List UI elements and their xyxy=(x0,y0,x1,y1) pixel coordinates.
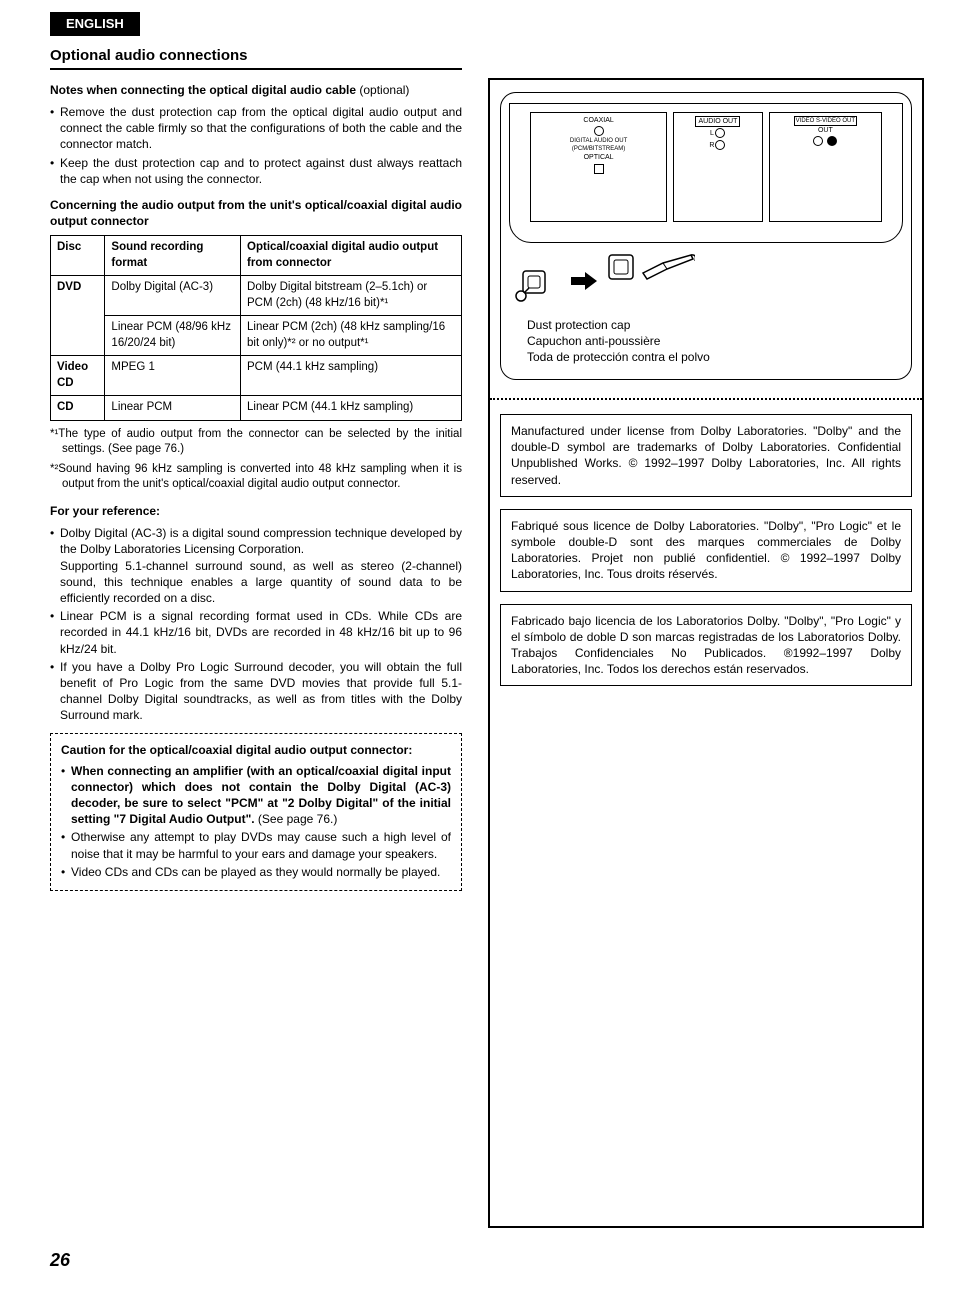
audio-out-label: AUDIO OUT xyxy=(695,116,740,127)
list-item: Remove the dust protection cap from the … xyxy=(50,104,462,153)
svideo-jack-icon xyxy=(827,136,837,146)
dust-label-es: Toda de protección contra el polvo xyxy=(527,349,903,365)
l-jack-icon xyxy=(715,128,725,138)
table-cell: Linear PCM (44.1 kHz sampling) xyxy=(241,396,462,421)
table-cell: Linear PCM (48/96 kHz 16/20/24 bit) xyxy=(105,316,241,356)
table-row: CD Linear PCM Linear PCM (44.1 kHz sampl… xyxy=(51,396,462,421)
list-item: Otherwise any attempt to play DVDs may c… xyxy=(61,829,451,861)
left-column: Optional audio connections Notes when co… xyxy=(50,46,468,1228)
right-column: COAXIAL DIGITAL AUDIO OUT (PCM/BITSTREAM… xyxy=(488,78,924,1228)
license-es: Fabricado bajo licencia de los Laborator… xyxy=(500,604,912,687)
video-jack-icon xyxy=(813,136,823,146)
out-label: OUT xyxy=(772,126,879,135)
coaxial-jack-icon xyxy=(594,126,604,136)
license-en: Manufactured under license from Dolby La… xyxy=(500,414,912,497)
panel-digital-block: COAXIAL DIGITAL AUDIO OUT (PCM/BITSTREAM… xyxy=(530,112,667,222)
table-header: Sound recording format xyxy=(105,236,241,276)
table-cell: Dolby Digital (AC-3) xyxy=(105,276,241,316)
table-cell: Video CD xyxy=(51,356,105,396)
notes-heading-suffix: (optional) xyxy=(356,83,409,97)
notes-bullets: Remove the dust protection cap from the … xyxy=(50,104,462,187)
section-title: Optional audio connections xyxy=(50,46,462,70)
list-item: When connecting an amplifier (with an op… xyxy=(61,763,451,828)
panel-audio-block: AUDIO OUT L R xyxy=(673,112,762,222)
list-item: Dolby Digital (AC-3) is a digital sound … xyxy=(50,525,462,606)
language-badge: ENGLISH xyxy=(50,12,140,36)
table-row: Disc Sound recording format Optical/coax… xyxy=(51,236,462,276)
page-number: 26 xyxy=(50,1248,924,1272)
dust-cap-illustration xyxy=(513,251,899,311)
video-out-label: VIDEO S-VIDEO OUT xyxy=(794,116,857,126)
table-header: Optical/coaxial digital audio output fro… xyxy=(241,236,462,276)
coaxial-label: COAXIAL xyxy=(533,116,664,125)
audio-output-table: Disc Sound recording format Optical/coax… xyxy=(50,235,462,421)
page-columns: Optional audio connections Notes when co… xyxy=(50,46,924,1228)
dust-cap-labels: Dust protection cap Capuchon anti-poussi… xyxy=(527,317,903,366)
table-cell: Linear PCM xyxy=(105,396,241,421)
r-label: R xyxy=(709,142,714,149)
table-cell: MPEG 1 xyxy=(105,356,241,396)
dust-label-en: Dust protection cap xyxy=(527,317,903,333)
table-cell: Dolby Digital bitstream (2–5.1ch) or PCM… xyxy=(241,276,462,316)
reference-heading: For your reference: xyxy=(50,503,462,519)
footnote-2: *²Sound having 96 kHz sampling is conver… xyxy=(50,462,462,493)
connector-diagram: COAXIAL DIGITAL AUDIO OUT (PCM/BITSTREAM… xyxy=(500,92,912,381)
list-item: Linear PCM is a signal recording format … xyxy=(50,608,462,657)
optical-jack-icon xyxy=(594,164,604,174)
table-cell: DVD xyxy=(51,276,105,356)
notes-heading: Notes when connecting the optical digita… xyxy=(50,82,462,98)
caution-heading: Caution for the optical/coaxial digital … xyxy=(61,742,451,758)
table-cell: Linear PCM (2ch) (48 kHz sampling/16 bit… xyxy=(241,316,462,356)
caution-box: Caution for the optical/coaxial digital … xyxy=(50,733,462,891)
list-item: Video CDs and CDs can be played as they … xyxy=(61,864,451,880)
license-fr: Fabriqué sous licence de Dolby Laborator… xyxy=(500,509,912,592)
list-item: Keep the dust protection cap and to prot… xyxy=(50,155,462,187)
notes-heading-bold: Notes when connecting the optical digita… xyxy=(50,83,356,97)
table-row: DVD Dolby Digital (AC-3) Dolby Digital b… xyxy=(51,276,462,316)
arrow-right-icon xyxy=(571,272,597,290)
footnote-1: *¹The type of audio output from the conn… xyxy=(50,427,462,458)
dust-cap-icon xyxy=(513,256,563,306)
table-cell: CD xyxy=(51,396,105,421)
rear-panel: COAXIAL DIGITAL AUDIO OUT (PCM/BITSTREAM… xyxy=(509,103,903,243)
dotted-separator xyxy=(490,398,922,400)
table-cell: PCM (44.1 kHz sampling) xyxy=(241,356,462,396)
r-jack-icon xyxy=(715,140,725,150)
digital-label: DIGITAL AUDIO OUT (PCM/BITSTREAM) xyxy=(533,137,664,153)
caution-bold-suffix: (See page 76.) xyxy=(255,812,338,826)
panel-video-block: VIDEO S-VIDEO OUT OUT xyxy=(769,112,882,222)
concerning-heading: Concerning the audio output from the uni… xyxy=(50,197,462,229)
list-item: If you have a Dolby Pro Logic Surround d… xyxy=(50,659,462,724)
optical-label: OPTICAL xyxy=(533,153,664,162)
table-row: Video CD MPEG 1 PCM (44.1 kHz sampling) xyxy=(51,356,462,396)
table-row: Linear PCM (48/96 kHz 16/20/24 bit) Line… xyxy=(51,316,462,356)
dust-label-fr: Capuchon anti-poussière xyxy=(527,333,903,349)
table-header: Disc xyxy=(51,236,105,276)
optical-plug-icon xyxy=(605,251,695,311)
reference-bullets: Dolby Digital (AC-3) is a digital sound … xyxy=(50,525,462,723)
l-label: L xyxy=(710,130,714,137)
